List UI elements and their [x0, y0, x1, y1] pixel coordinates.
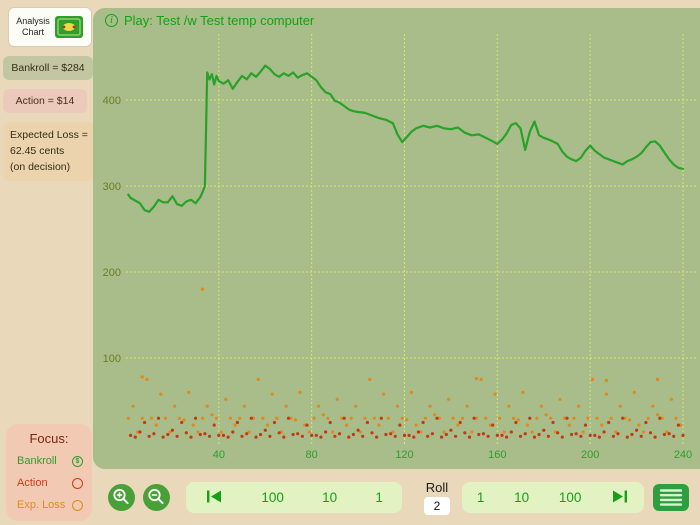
back-100-button[interactable]: 100 [255, 488, 290, 507]
expected-loss-line3: (on decision) [10, 160, 71, 173]
step-forward-controls: 1 10 100 [462, 482, 644, 513]
skip-to-end-button[interactable] [605, 487, 635, 509]
expected-loss-line2: 62.45 cents [10, 144, 65, 157]
app-title: Analysis Chart [16, 16, 50, 38]
svg-text:40: 40 [213, 449, 225, 461]
empty-circle-icon [72, 499, 83, 511]
app-title-line2: Chart [21, 27, 44, 37]
focus-action-label: Action [17, 477, 48, 489]
svg-text:400: 400 [103, 95, 121, 107]
svg-text:160: 160 [488, 449, 506, 461]
chart-plot[interactable]: 40 80 120 160 200 240 100 200 300 400 [93, 8, 700, 469]
skip-to-start-icon [207, 490, 222, 502]
svg-text:200: 200 [103, 267, 121, 279]
svg-text:300: 300 [103, 181, 121, 193]
app-badge: Analysis Chart [8, 7, 92, 47]
focus-label: Focus: [29, 431, 69, 446]
forward-100-button[interactable]: 100 [553, 488, 588, 507]
magnifier-plus-icon [113, 488, 129, 505]
step-back-controls: 100 10 1 [186, 482, 402, 513]
magnifier-minus-icon [148, 488, 164, 505]
skip-to-start-button[interactable] [199, 487, 229, 509]
action-readout: Action = $14 [3, 89, 87, 113]
expected-loss-line1: Expected Loss = [10, 129, 88, 141]
focus-panel: Focus: Bankroll $ Action Exp. Loss [6, 424, 92, 521]
forward-10-button[interactable]: 10 [508, 488, 535, 507]
roll-label: Roll [425, 480, 449, 495]
info-icon[interactable]: i [105, 14, 118, 27]
roll-value[interactable]: 2 [424, 497, 450, 515]
chart-title: Play: Test /w Test temp computer [124, 13, 315, 28]
zoom-in-button[interactable] [108, 484, 135, 511]
app-title-line1: Analysis [16, 16, 50, 27]
focus-option-bankroll[interactable]: Bankroll $ [6, 450, 92, 472]
dollar-circle-icon: $ [72, 455, 83, 467]
bankroll-readout: Bankroll = $284 [3, 56, 93, 80]
chart-panel: i Play: Test /w Test temp computer 40 80 1… [93, 8, 700, 469]
focus-option-exp-loss[interactable]: Exp. Loss [6, 494, 92, 516]
back-10-button[interactable]: 10 [316, 488, 343, 507]
expected-loss-readout: Expected Loss = 62.45 cents (on decision… [3, 122, 95, 182]
chart-header: i Play: Test /w Test temp computer [105, 13, 314, 28]
forward-1-button[interactable]: 1 [471, 488, 491, 507]
list-view-button[interactable] [653, 484, 689, 511]
back-1-button[interactable]: 1 [369, 488, 389, 507]
focus-exp-loss-label: Exp. Loss [17, 499, 66, 511]
focus-bankroll-label: Bankroll [17, 455, 57, 467]
craps-table-icon [54, 16, 83, 38]
roll-indicator: Roll 2 [415, 480, 459, 515]
focus-option-action[interactable]: Action [6, 472, 92, 494]
list-icon [659, 489, 683, 506]
skip-to-end-icon [613, 490, 628, 502]
svg-text:100: 100 [103, 353, 121, 365]
svg-text:200: 200 [581, 449, 599, 461]
svg-text:80: 80 [306, 449, 318, 461]
empty-circle-icon [72, 477, 83, 489]
svg-text:240: 240 [674, 449, 692, 461]
svg-text:120: 120 [395, 449, 413, 461]
zoom-out-button[interactable] [143, 484, 170, 511]
